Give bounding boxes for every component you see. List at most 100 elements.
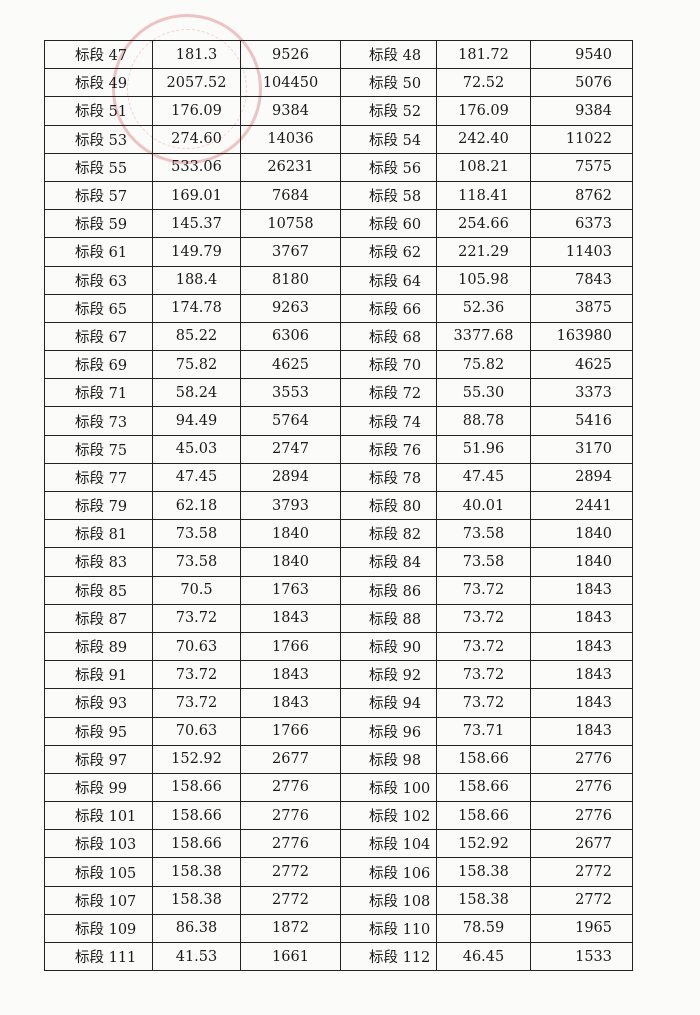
table-row: 标段 59 145.37 10758 标段 60 254.66 6373 bbox=[44, 209, 633, 239]
length-cell: 47.45 bbox=[152, 462, 241, 493]
amount-cell: 14036 bbox=[240, 124, 341, 154]
section-name-cell: 标段 61 bbox=[44, 237, 153, 267]
amount-cell: 3793 bbox=[240, 490, 341, 521]
amount-cell: 1661 bbox=[240, 941, 341, 972]
amount-cell: 2747 bbox=[240, 434, 341, 464]
length-cell: 158.38 bbox=[436, 857, 531, 887]
amount-cell: 10758 bbox=[240, 209, 341, 239]
amount-cell: 1840 bbox=[530, 547, 633, 577]
table-row: 标段 47 181.3 9526 标段 48 181.72 9540 bbox=[44, 39, 633, 70]
table-row: 标段 69 75.82 4625 标段 70 75.82 4625 bbox=[44, 350, 633, 380]
amount-cell: 1872 bbox=[240, 913, 341, 944]
length-cell: 254.66 bbox=[436, 209, 531, 239]
table-row: 标段 53 274.60 14036 标段 54 242.40 11022 bbox=[44, 124, 633, 154]
section-name-cell: 标段 52 bbox=[340, 96, 437, 126]
length-cell: 73.72 bbox=[436, 660, 531, 690]
length-cell: 40.01 bbox=[436, 490, 531, 521]
section-name-cell: 标段 87 bbox=[44, 603, 153, 633]
length-cell: 73.72 bbox=[152, 603, 241, 633]
length-cell: 46.45 bbox=[436, 941, 531, 972]
length-cell: 73.58 bbox=[152, 519, 241, 549]
section-name-cell: 标段 56 bbox=[340, 152, 437, 182]
amount-cell: 2776 bbox=[530, 801, 633, 831]
section-name-cell: 标段 77 bbox=[44, 462, 153, 493]
amount-cell: 9384 bbox=[240, 96, 341, 126]
section-name-cell: 标段 80 bbox=[340, 490, 437, 521]
length-cell: 73.72 bbox=[436, 603, 531, 633]
section-name-cell: 标段 71 bbox=[44, 378, 153, 408]
length-cell: 73.58 bbox=[436, 519, 531, 549]
section-name-cell: 标段 103 bbox=[44, 829, 153, 859]
length-cell: 73.72 bbox=[436, 688, 531, 718]
amount-cell: 3553 bbox=[240, 378, 341, 408]
table-row: 标段 85 70.5 1763 标段 86 73.72 1843 bbox=[44, 575, 633, 605]
section-name-cell: 标段 60 bbox=[340, 209, 437, 239]
length-cell: 75.82 bbox=[152, 350, 241, 380]
amount-cell: 1766 bbox=[240, 716, 341, 746]
length-cell: 73.71 bbox=[436, 716, 531, 746]
length-cell: 181.72 bbox=[436, 39, 531, 70]
length-cell: 2057.52 bbox=[152, 68, 241, 98]
length-cell: 58.24 bbox=[152, 378, 241, 408]
length-cell: 73.72 bbox=[436, 575, 531, 605]
amount-cell: 11403 bbox=[530, 237, 633, 267]
length-cell: 158.66 bbox=[152, 801, 241, 831]
section-name-cell: 标段 64 bbox=[340, 265, 437, 295]
amount-cell: 2776 bbox=[530, 744, 633, 774]
amount-cell: 3875 bbox=[530, 293, 633, 323]
amount-cell: 2776 bbox=[240, 801, 341, 831]
amount-cell: 2894 bbox=[240, 462, 341, 493]
amount-cell: 9526 bbox=[240, 39, 341, 70]
amount-cell: 1533 bbox=[530, 941, 633, 972]
amount-cell: 1843 bbox=[530, 688, 633, 718]
table-row: 标段 89 70.63 1766 标段 90 73.72 1843 bbox=[44, 631, 633, 662]
section-name-cell: 标段 67 bbox=[44, 321, 153, 352]
table-row: 标段 79 62.18 3793 标段 80 40.01 2441 bbox=[44, 490, 633, 521]
section-name-cell: 标段 75 bbox=[44, 434, 153, 464]
length-cell: 72.52 bbox=[436, 68, 531, 98]
length-cell: 176.09 bbox=[436, 96, 531, 126]
amount-cell: 11022 bbox=[530, 124, 633, 154]
section-table: 标段 47 181.3 9526 标段 48 181.72 9540 标段 49 2057.5… bbox=[44, 39, 633, 972]
table-row: 标段 109 86.38 1872 标段 110 78.59 1965 bbox=[44, 913, 633, 944]
section-name-cell: 标段 107 bbox=[44, 885, 153, 915]
section-name-cell: 标段 69 bbox=[44, 350, 153, 380]
amount-cell: 3373 bbox=[530, 378, 633, 408]
amount-cell: 1843 bbox=[530, 575, 633, 605]
length-cell: 158.38 bbox=[436, 885, 531, 915]
length-cell: 176.09 bbox=[152, 96, 241, 126]
length-cell: 86.38 bbox=[152, 913, 241, 944]
length-cell: 85.22 bbox=[152, 321, 241, 352]
length-cell: 62.18 bbox=[152, 490, 241, 521]
table-row: 标段 91 73.72 1843 标段 92 73.72 1843 bbox=[44, 660, 633, 690]
section-name-cell: 标段 91 bbox=[44, 660, 153, 690]
section-name-cell: 标段 50 bbox=[340, 68, 437, 98]
table-row: 标段 97 152.92 2677 标段 98 158.66 2776 bbox=[44, 744, 633, 774]
length-cell: 78.59 bbox=[436, 913, 531, 944]
table-row: 标段 51 176.09 9384 标段 52 176.09 9384 bbox=[44, 96, 633, 126]
length-cell: 158.66 bbox=[436, 801, 531, 831]
length-cell: 274.60 bbox=[152, 124, 241, 154]
section-name-cell: 标段 108 bbox=[340, 885, 437, 915]
amount-cell: 1763 bbox=[240, 575, 341, 605]
length-cell: 152.92 bbox=[436, 829, 531, 859]
length-cell: 70.63 bbox=[152, 716, 241, 746]
amount-cell: 6373 bbox=[530, 209, 633, 239]
section-table-body: 标段 47 181.3 9526 标段 48 181.72 9540 标段 49 2057.5… bbox=[44, 39, 633, 972]
amount-cell: 3767 bbox=[240, 237, 341, 267]
section-name-cell: 标段 62 bbox=[340, 237, 437, 267]
section-name-cell: 标段 82 bbox=[340, 519, 437, 549]
section-name-cell: 标段 58 bbox=[340, 180, 437, 211]
table-row: 标段 77 47.45 2894 标段 78 47.45 2894 bbox=[44, 462, 633, 493]
amount-cell: 5416 bbox=[530, 406, 633, 436]
section-name-cell: 标段 101 bbox=[44, 801, 153, 831]
amount-cell: 2776 bbox=[530, 772, 633, 803]
section-name-cell: 标段 47 bbox=[44, 39, 153, 70]
table-row: 标段 61 149.79 3767 标段 62 221.29 11403 bbox=[44, 237, 633, 267]
length-cell: 242.40 bbox=[436, 124, 531, 154]
table-row: 标段 99 158.66 2776 标段 100 158.66 2776 bbox=[44, 772, 633, 803]
section-name-cell: 标段 48 bbox=[340, 39, 437, 70]
length-cell: 152.92 bbox=[152, 744, 241, 774]
amount-cell: 8180 bbox=[240, 265, 341, 295]
amount-cell: 9263 bbox=[240, 293, 341, 323]
